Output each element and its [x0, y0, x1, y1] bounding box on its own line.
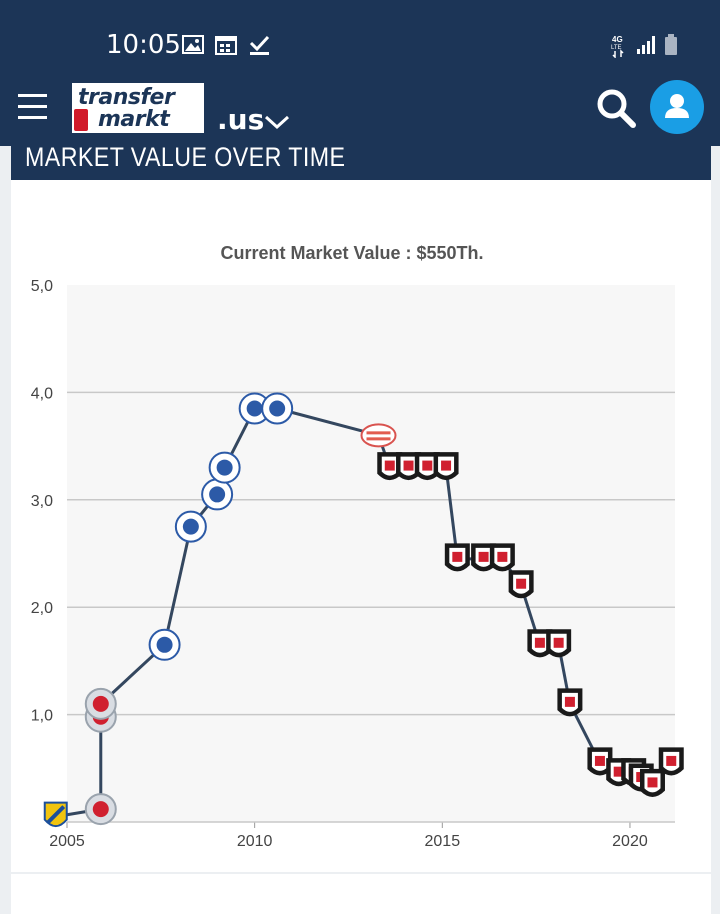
club-crest-inner	[246, 400, 263, 417]
club-crest-inner	[216, 459, 233, 476]
club-crest-badge	[516, 578, 527, 589]
y-tick-label: 5,0	[31, 278, 53, 295]
y-tick-label: 2,0	[31, 600, 53, 617]
club-crest-badge	[452, 551, 463, 562]
club-crest-inner	[269, 400, 286, 417]
y-tick-label: 3,0	[31, 493, 53, 510]
club-crest-badge	[384, 460, 395, 471]
logo-player-figure	[74, 109, 88, 131]
market-value-chart: Current Market Value : $550Th. 5,0 4,0 3,0…	[31, 243, 684, 850]
logo-text-line2: markt	[98, 107, 170, 132]
club-crest-badge	[666, 755, 677, 766]
plot-background	[67, 285, 675, 822]
club-crest-badge	[422, 460, 433, 471]
club-crest-inner	[92, 801, 109, 818]
chart-title: Current Market Value : $550Th.	[220, 243, 483, 263]
club-crest-inner	[209, 486, 226, 503]
x-tick-label: 2005	[49, 833, 85, 850]
x-tick-label: 2010	[237, 833, 273, 850]
check-icon	[249, 35, 270, 55]
image-icon	[182, 35, 204, 54]
user-icon	[665, 94, 689, 118]
next-card	[11, 874, 711, 914]
user-account-button[interactable]	[650, 80, 704, 134]
svg-text:4G: 4G	[612, 35, 623, 44]
hamburger-menu-icon[interactable]	[18, 94, 47, 120]
club-crest-badge	[441, 460, 452, 471]
club-crest-badge	[497, 551, 508, 562]
battery-icon	[665, 34, 677, 55]
club-crest-badge	[553, 637, 564, 648]
club-crest-badge	[594, 755, 605, 766]
section-header: MARKET VALUE OVER TIME	[11, 142, 711, 180]
club-crest-stripe	[46, 805, 66, 825]
transfermarkt-logo[interactable]: transfer markt	[70, 81, 206, 135]
club-crest-inner	[92, 695, 109, 712]
market-value-card: Current Market Value : $550Th. 5,0 4,0 3,0…	[11, 180, 711, 872]
domain-selector-label[interactable]: .us	[217, 103, 265, 136]
club-crest-marker	[360, 423, 397, 448]
status-time: 10:05	[106, 30, 181, 60]
x-tick-label: 2020	[612, 833, 648, 850]
club-crest-badge	[613, 766, 624, 777]
logo-text-line1: transfer	[78, 85, 175, 110]
y-tick-label: 1,0	[31, 708, 53, 725]
network-4g-lte-icon: 4G LTE	[611, 35, 624, 58]
y-tick-label: 4,0	[31, 385, 53, 402]
club-crest-stripe	[366, 437, 391, 441]
svg-text:LTE: LTE	[611, 45, 622, 51]
club-crest-badge	[403, 460, 414, 471]
club-crest-badge	[534, 637, 545, 648]
club-crest-badge	[478, 551, 489, 562]
signal-icon	[637, 36, 655, 54]
club-crest-stripe	[366, 431, 391, 435]
calendar-icon	[215, 36, 237, 55]
club-crest-badge	[564, 696, 575, 707]
section-title: MARKET VALUE OVER TIME	[25, 142, 346, 172]
status-bar	[0, 0, 720, 78]
club-crest-inner	[182, 518, 199, 535]
chevron-down-icon[interactable]	[264, 114, 290, 130]
club-crest-inner	[156, 636, 173, 653]
search-icon[interactable]	[596, 88, 636, 128]
club-crest-badge	[647, 777, 658, 788]
x-tick-label: 2015	[425, 833, 461, 850]
